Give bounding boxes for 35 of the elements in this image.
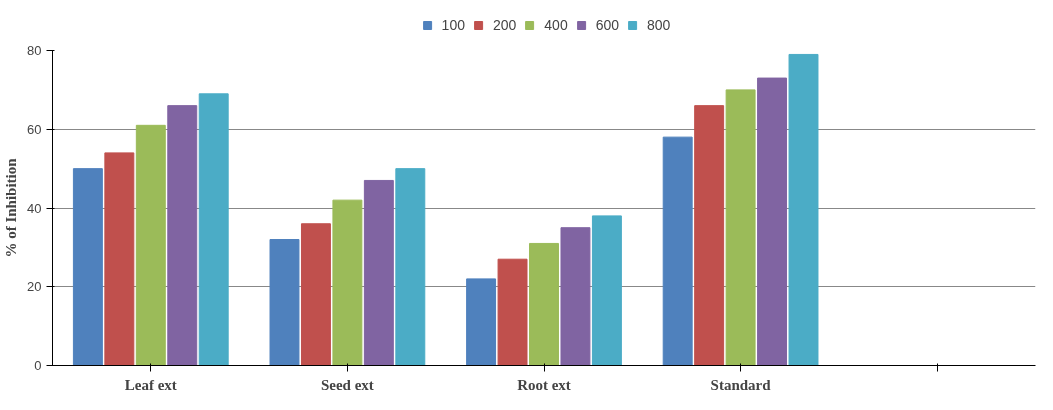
y-tick-label: 60 bbox=[27, 121, 42, 137]
bar bbox=[167, 105, 198, 366]
y-tick-label: 0 bbox=[34, 358, 42, 373]
x-tick-label: Seed ext bbox=[320, 376, 374, 393]
legend-label: 600 bbox=[595, 17, 620, 33]
legend-label: 100 bbox=[441, 17, 465, 33]
bar bbox=[788, 53, 819, 366]
bar bbox=[662, 136, 693, 366]
bar bbox=[135, 124, 166, 366]
x-tick-label: Root ext bbox=[517, 376, 571, 393]
bar bbox=[497, 258, 528, 366]
bar bbox=[104, 152, 135, 366]
y-tick-label: 80 bbox=[27, 43, 42, 58]
bar bbox=[72, 168, 103, 366]
bar bbox=[529, 242, 559, 366]
y-axis-title: % of Inhibition bbox=[3, 157, 20, 258]
y-tick-label: 20 bbox=[27, 279, 42, 295]
y-tick-label: 40 bbox=[27, 200, 42, 216]
bar bbox=[560, 227, 591, 366]
bar bbox=[363, 179, 394, 366]
legend-label: 800 bbox=[647, 17, 671, 33]
bar bbox=[725, 89, 756, 366]
bar bbox=[198, 93, 229, 366]
bar bbox=[757, 77, 788, 366]
bar bbox=[269, 239, 300, 366]
bar bbox=[300, 223, 331, 366]
legend-label: 200 bbox=[492, 17, 517, 33]
x-tick-label: Standard bbox=[710, 376, 772, 393]
legend-label: 400 bbox=[544, 17, 568, 33]
x-tick-label: Leaf ext bbox=[124, 376, 177, 393]
bar bbox=[332, 199, 363, 366]
bar bbox=[395, 168, 426, 366]
bar bbox=[591, 215, 622, 366]
bar bbox=[694, 105, 725, 366]
bar bbox=[466, 278, 497, 366]
